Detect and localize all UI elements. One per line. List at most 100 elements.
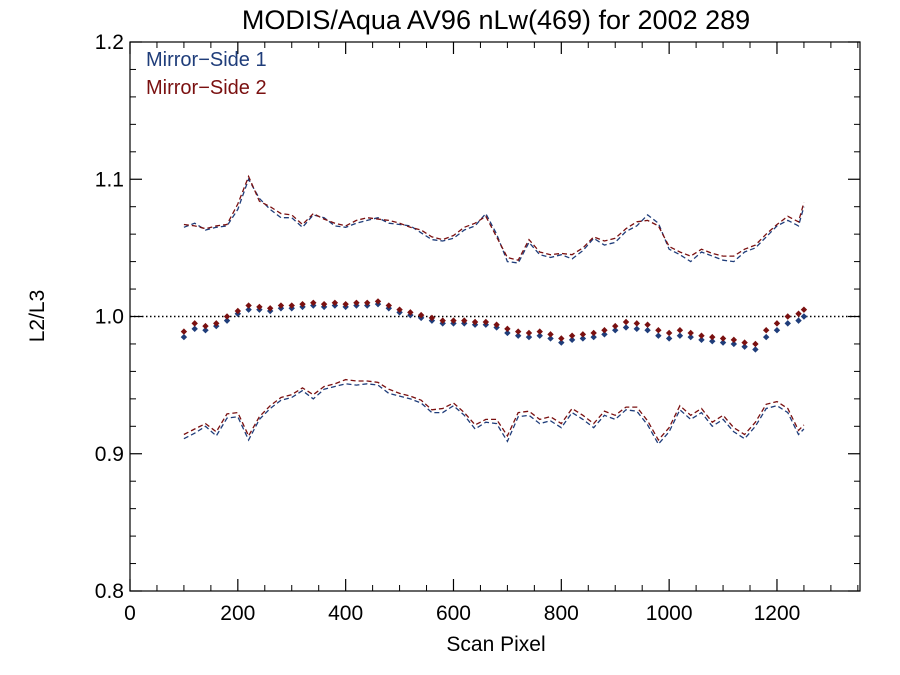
series-2-points [180,298,808,348]
data-point [784,320,791,327]
data-point [547,335,554,342]
data-point [504,329,511,337]
data-point [191,320,198,327]
legend: Mirror−Side 1 Mirror−Side 2 [146,49,267,99]
data-point [773,327,781,334]
x-axis-label: Scan Pixel [446,633,545,656]
data-point [256,303,263,311]
data-point [687,333,694,341]
data-point [590,333,597,341]
data-point [310,299,317,306]
data-point [450,317,457,324]
data-point [730,336,738,344]
data-point [202,327,209,334]
data-point [762,333,770,341]
data-point [590,329,597,337]
data-point [385,302,392,309]
data-point [665,335,673,342]
data-point [568,332,576,339]
data-point [471,318,479,326]
y-tick-label: 0.9 [95,443,124,466]
data-point [547,331,554,338]
data-point [353,299,360,306]
data-point [800,313,808,320]
x-tick-label: 200 [220,602,255,625]
legend-label-mirror-side-2: Mirror−Side 2 [146,77,267,99]
data-point [245,302,252,309]
data-point [180,333,188,341]
data-point [299,300,306,308]
data-point [719,339,727,346]
data-point [180,328,188,335]
data-point [558,339,565,346]
data-point [504,325,511,333]
data-point [655,332,662,339]
data-point [698,332,705,339]
data-point [568,336,576,344]
data-point [558,335,565,342]
series-2 [180,174,808,442]
data-point [234,307,242,315]
data-point [655,327,662,334]
data-point [644,321,651,328]
data-point [536,328,543,335]
y-tick-label: 1.1 [95,168,124,191]
data-point [741,339,748,346]
data-point [213,320,220,327]
data-point [719,335,727,342]
data-point [795,310,802,317]
data-point [428,314,436,322]
axes-layer: 0 200 400 600 800 1000 1200 0.8 0.9 1.0 1.1 1.2 [95,31,861,625]
y-tick-label: 0.8 [95,580,124,603]
data-point [784,313,791,320]
data-point [622,318,630,326]
data-point [514,328,522,335]
data-point [407,309,414,316]
legend-label-mirror-side-1: Mirror−Side 1 [146,49,267,71]
x-tick-label: 600 [436,602,471,625]
x-tick-label: 800 [544,602,579,625]
y-tick-label: 1.0 [95,306,124,329]
series-1-lower-bound-line [183,383,805,446]
data-point [579,335,587,342]
data-point [773,320,781,327]
data-point [525,333,533,341]
data-point [364,299,371,306]
data-point [741,343,748,350]
data-point [633,320,640,327]
chart-title: MODIS/Aqua AV96 nLw(469) for 2002 289 [242,5,750,35]
data-point [439,317,446,324]
data-point [342,300,349,308]
y-tick-label: 1.2 [95,31,124,54]
data-point [277,302,285,309]
data-point [525,329,533,337]
data-point [601,327,608,334]
data-point [396,306,403,313]
data-point [191,325,198,333]
data-point [676,327,684,334]
data-point [612,327,619,334]
x-tick-label: 400 [328,602,363,625]
data-point [245,306,252,313]
series-1-upper-bound-line [183,177,805,264]
data-point [331,299,339,306]
data-point [461,317,468,324]
data-point [266,305,274,312]
data-point [752,340,759,348]
y-axis-label: L2/L3 [26,290,49,343]
data-point [223,317,231,324]
data-point [223,313,231,320]
x-tick-label: 1200 [754,602,801,625]
data-point [514,332,522,339]
series-2-upper-bound-line [183,174,805,261]
data-point [482,318,490,326]
data-point [633,325,640,333]
data-point [417,311,425,319]
series-layer [180,174,808,446]
data-point [665,329,673,337]
data-point [288,302,295,309]
data-point [536,332,543,339]
data-point [493,321,500,328]
data-point [612,322,619,330]
